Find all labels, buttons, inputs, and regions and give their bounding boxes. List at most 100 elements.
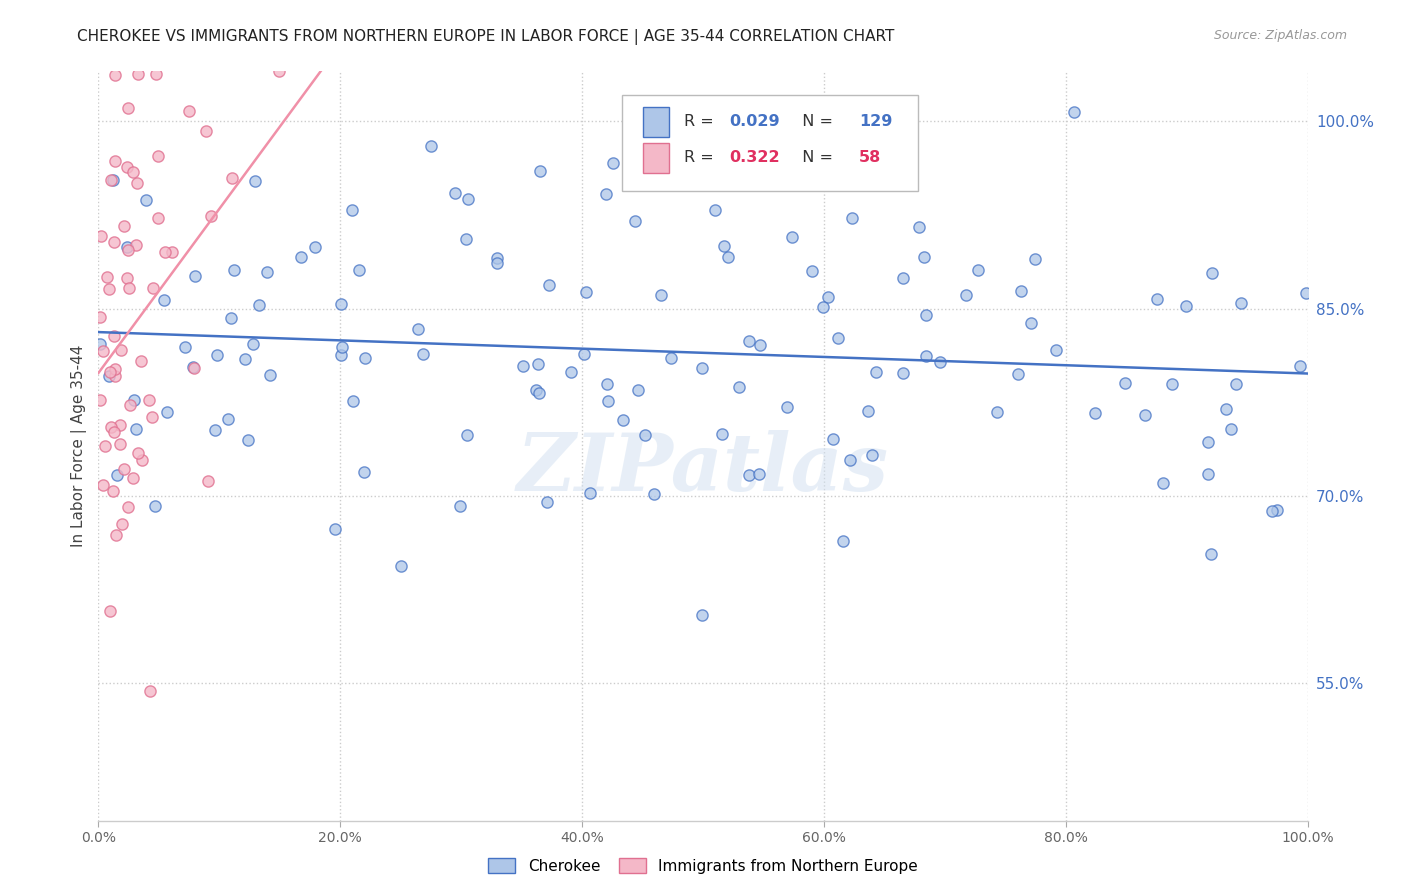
Point (526, 357, 548, 371)
Point (831, 534, 853, 549)
Point (160, 244, 183, 259)
Point (98, 282, 121, 296)
Point (634, 427, 657, 442)
Point (1265, 503, 1288, 517)
Text: Source: ZipAtlas.com: Source: ZipAtlas.com (1213, 29, 1347, 42)
Point (105, 528, 128, 542)
Point (131, 453, 153, 467)
Point (823, 432, 845, 446)
Point (1019, 316, 1042, 330)
Point (127, 176, 149, 190)
Point (94, 439, 117, 453)
Point (1295, 285, 1317, 300)
Point (112, 219, 135, 234)
Text: CHEROKEE VS IMMIGRANTS FROM NORTHERN EUROPE IN LABOR FORCE | AGE 35-44 CORRELATI: CHEROKEE VS IMMIGRANTS FROM NORTHERN EUR… (77, 29, 894, 45)
Text: 129: 129 (859, 114, 893, 129)
Point (955, 288, 977, 302)
Point (105, 468, 128, 483)
Point (512, 359, 534, 373)
Point (1007, 367, 1029, 381)
Y-axis label: In Labor Force | Age 35-44: In Labor Force | Age 35-44 (72, 345, 87, 547)
Text: N =: N = (793, 150, 838, 165)
Point (89, 392, 111, 407)
Point (117, 500, 139, 515)
Point (146, 149, 169, 163)
Point (247, 298, 270, 312)
Text: R =: R = (683, 114, 718, 129)
Point (457, 192, 479, 206)
Point (775, 400, 797, 414)
Point (612, 412, 634, 426)
Point (811, 300, 834, 314)
Point (713, 239, 735, 253)
Text: N =: N = (793, 114, 838, 129)
Text: 0.029: 0.029 (730, 114, 780, 129)
Point (596, 394, 619, 409)
Point (915, 349, 938, 363)
Point (891, 367, 914, 381)
Point (738, 467, 761, 482)
Point (221, 171, 243, 186)
Point (728, 380, 751, 394)
Point (1199, 548, 1222, 562)
Point (110, 343, 132, 358)
Point (1152, 475, 1174, 490)
Text: ZIPatlas: ZIPatlas (517, 430, 889, 508)
Text: 0.322: 0.322 (730, 150, 780, 165)
Point (103, 329, 125, 343)
Text: 58: 58 (859, 150, 882, 165)
Point (91, 478, 114, 492)
Point (242, 336, 264, 351)
Point (104, 362, 127, 376)
FancyBboxPatch shape (621, 95, 918, 191)
Point (737, 334, 759, 348)
Point (389, 559, 412, 574)
Point (104, 154, 127, 169)
Point (100, 420, 122, 434)
Point (217, 412, 239, 426)
Point (347, 262, 370, 277)
Point (117, 240, 139, 254)
Point (524, 383, 547, 397)
Point (122, 392, 145, 407)
Point (1010, 284, 1032, 298)
Point (200, 209, 222, 223)
Point (143, 499, 166, 513)
Point (817, 290, 839, 304)
Point (243, 174, 266, 188)
Point (536, 495, 558, 509)
Point (643, 487, 665, 501)
Point (856, 404, 879, 418)
Point (184, 269, 207, 284)
Point (449, 500, 471, 514)
Point (120, 398, 142, 412)
Point (103, 68, 125, 82)
Point (98, 365, 121, 379)
Point (748, 467, 770, 482)
Point (127, 67, 149, 81)
Legend: Cherokee, Immigrants from Northern Europe: Cherokee, Immigrants from Northern Europ… (482, 852, 924, 880)
Point (703, 203, 725, 218)
Point (197, 474, 219, 488)
Point (650, 287, 672, 301)
Point (342, 202, 364, 217)
Point (108, 436, 131, 450)
Point (928, 355, 950, 369)
Point (1024, 252, 1046, 266)
Point (1197, 435, 1219, 450)
Point (89, 337, 111, 351)
Point (560, 365, 582, 379)
Point (578, 486, 600, 500)
Point (538, 277, 561, 292)
Point (627, 383, 650, 397)
Point (233, 351, 256, 366)
Point (98, 369, 121, 384)
Point (267, 63, 290, 78)
Point (156, 405, 179, 419)
Point (1063, 104, 1085, 119)
Point (304, 239, 326, 253)
Point (1114, 376, 1136, 391)
Point (89, 310, 111, 325)
FancyBboxPatch shape (643, 143, 669, 172)
Point (800, 263, 823, 277)
